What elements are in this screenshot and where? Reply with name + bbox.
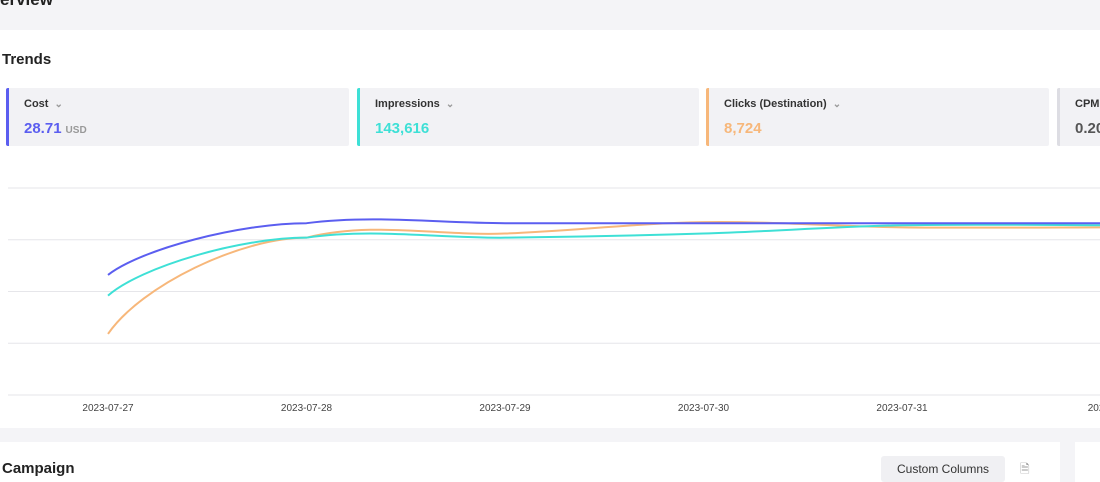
- trends-panel: Trends Cost ⌄ 28.71 USD Impressions ⌄ 143,616 C…: [0, 30, 1100, 428]
- side-panel: [1075, 442, 1100, 482]
- series-line-impressions: [107, 223, 1100, 297]
- metric-label[interactable]: Clicks (Destination) ⌄: [724, 98, 841, 110]
- page-title: erview: [0, 0, 53, 10]
- metric-name: Impressions: [375, 98, 440, 110]
- metric-number: 143,616: [375, 120, 430, 137]
- metric-card-clicks-destination[interactable]: Clicks (Destination) ⌄ 8,724: [706, 88, 1049, 146]
- metric-card-cost[interactable]: Cost ⌄ 28.71 USD: [6, 88, 349, 146]
- chevron-down-icon[interactable]: ⌄: [54, 99, 63, 110]
- metric-number: 28.71: [24, 120, 62, 137]
- x-tick-label: 2023-07-28: [281, 403, 333, 414]
- metric-name: Cost: [24, 98, 49, 110]
- metric-unit: USD: [65, 125, 87, 136]
- metric-label[interactable]: Impressions ⌄: [375, 98, 454, 110]
- trends-title: Trends: [2, 51, 52, 68]
- series-line-cost: [107, 218, 1100, 276]
- metric-card-impressions[interactable]: Impressions ⌄ 143,616: [357, 88, 699, 146]
- metric-value: 28.71 USD: [24, 120, 87, 137]
- campaign-panel: Campaign Custom Columns 🗎: [0, 442, 1060, 482]
- custom-columns-button[interactable]: Custom Columns: [881, 456, 1005, 482]
- export-file-icon[interactable]: 🗎: [1020, 462, 1030, 476]
- metric-value: 8,724: [724, 120, 762, 137]
- x-tick-label: 2023-07-29: [479, 403, 531, 414]
- metric-value: 143,616: [375, 120, 429, 137]
- metric-number: 0.20: [1075, 120, 1100, 137]
- trends-chart: 2023-07-27 2023-07-28 2023-07-29 2023-07-30…: [8, 187, 1100, 414]
- chevron-down-icon[interactable]: ⌄: [445, 99, 455, 110]
- x-tick-label: 2023-07-31: [876, 403, 928, 414]
- series-line-clicks-destination: [107, 221, 1100, 335]
- metric-number: 8,724: [724, 120, 762, 137]
- x-tick-label: 2023-07-27: [82, 403, 134, 414]
- metric-value: 0.20: [1075, 120, 1100, 137]
- metric-label[interactable]: Cost ⌄: [24, 98, 63, 110]
- metric-name: Clicks (Destination): [724, 98, 827, 110]
- campaign-title: Campaign: [2, 460, 75, 477]
- metric-card-cpm[interactable]: CPM 0.20: [1057, 88, 1100, 146]
- x-tick-label: 2023-07-30: [678, 403, 730, 414]
- x-tick-label: 2023-: [1088, 403, 1100, 414]
- chevron-down-icon[interactable]: ⌄: [832, 99, 842, 110]
- metric-name: CPM: [1075, 98, 1100, 110]
- metric-label[interactable]: CPM: [1075, 98, 1099, 110]
